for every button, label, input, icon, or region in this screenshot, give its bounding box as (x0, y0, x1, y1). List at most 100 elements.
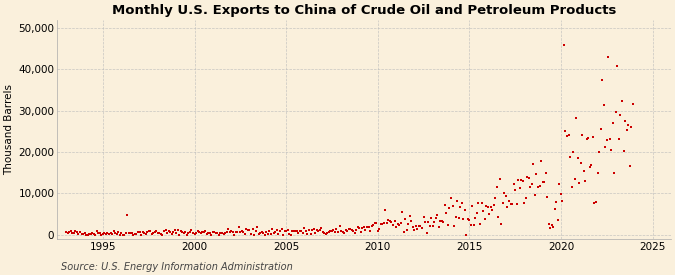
Point (134, 230, 145, 234)
Point (265, 232, 276, 236)
Point (225, 229, 236, 233)
Point (604, 137, 615, 141)
Point (514, 186, 525, 190)
Point (73, 231, 84, 236)
Point (375, 222, 386, 226)
Point (105, 231, 116, 236)
Point (117, 232, 128, 237)
Point (281, 229, 292, 233)
Point (598, 103, 609, 107)
Point (70, 229, 81, 233)
Point (461, 232, 472, 237)
Point (490, 196, 501, 200)
Point (221, 230, 232, 234)
Point (271, 228, 282, 232)
Point (548, 225, 559, 229)
Point (212, 231, 223, 235)
Point (286, 232, 296, 237)
Point (479, 216, 490, 221)
Point (508, 182, 519, 186)
Point (415, 224, 426, 228)
Point (236, 229, 247, 233)
Point (495, 177, 506, 181)
Point (389, 218, 400, 223)
Point (284, 232, 294, 236)
Point (333, 230, 344, 235)
Point (592, 171, 603, 175)
Point (137, 230, 148, 234)
Point (577, 133, 588, 137)
Point (68, 231, 79, 235)
Point (368, 223, 379, 227)
Point (468, 223, 479, 227)
Point (536, 159, 547, 164)
Point (493, 215, 504, 219)
Point (563, 133, 574, 137)
Point (526, 182, 537, 186)
Point (242, 228, 253, 232)
Point (572, 156, 583, 160)
Point (293, 231, 304, 235)
Point (453, 216, 464, 221)
Point (426, 216, 437, 220)
Point (360, 228, 371, 232)
Point (583, 136, 594, 141)
Point (234, 224, 244, 229)
Point (143, 229, 154, 233)
Point (507, 202, 518, 207)
Point (323, 230, 334, 234)
Point (338, 230, 348, 235)
Point (161, 230, 172, 235)
Point (615, 113, 626, 117)
Point (195, 231, 206, 236)
Point (315, 228, 325, 232)
Point (87, 230, 98, 235)
Point (139, 231, 150, 235)
Point (476, 200, 487, 205)
Point (177, 230, 188, 235)
Point (439, 202, 450, 207)
Point (235, 230, 246, 234)
Point (252, 225, 263, 229)
Point (528, 161, 539, 166)
Point (386, 219, 397, 224)
Point (75, 230, 86, 235)
Point (146, 232, 157, 236)
Point (126, 231, 137, 236)
Point (142, 229, 153, 234)
Point (542, 195, 553, 199)
Point (606, 148, 617, 152)
Point (501, 194, 512, 198)
Point (510, 188, 520, 192)
Point (168, 230, 179, 234)
Point (371, 221, 381, 225)
Point (379, 221, 389, 226)
Point (209, 230, 220, 234)
Point (356, 229, 367, 234)
Point (348, 229, 358, 233)
Point (101, 232, 111, 237)
Point (416, 226, 427, 230)
Point (374, 227, 385, 232)
Point (438, 220, 449, 224)
Point (61, 230, 72, 235)
Point (418, 214, 429, 219)
Point (391, 225, 402, 229)
Point (554, 182, 565, 186)
Point (369, 221, 380, 225)
Point (387, 223, 398, 228)
Point (459, 208, 470, 212)
Point (383, 218, 394, 222)
Point (194, 230, 205, 234)
Point (110, 231, 121, 235)
Point (157, 232, 168, 237)
Point (345, 227, 356, 231)
Point (294, 229, 305, 233)
Point (351, 228, 362, 232)
Point (240, 232, 250, 236)
Point (556, 192, 566, 196)
Point (247, 227, 258, 231)
Point (288, 229, 299, 233)
Point (90, 232, 101, 237)
Point (344, 227, 354, 231)
